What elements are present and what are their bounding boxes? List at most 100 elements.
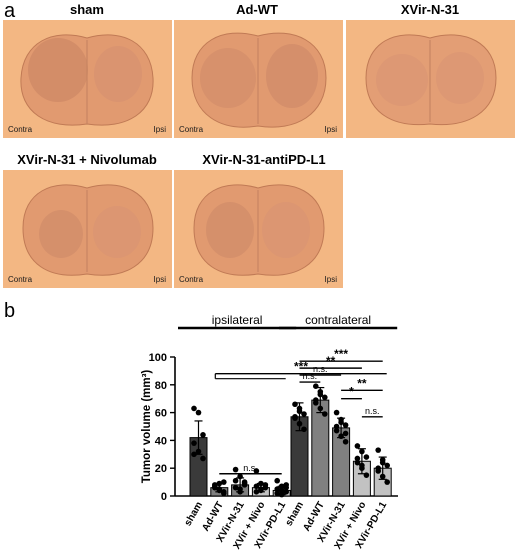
data-point	[232, 477, 239, 484]
data-point	[354, 455, 361, 462]
contra-label-2: Contra	[179, 125, 204, 134]
data-point	[274, 490, 281, 497]
significance-label: n.s.	[243, 463, 258, 473]
significance-label: ***	[334, 347, 348, 361]
significance-label: **	[326, 354, 336, 368]
data-point	[221, 489, 227, 495]
data-point	[278, 483, 285, 490]
data-point	[283, 484, 290, 491]
contra-label-1: Contra	[8, 125, 33, 134]
data-point	[200, 455, 206, 462]
y-tick-label: 0	[161, 491, 167, 503]
brain-slice-image-5: Contra Ipsi	[174, 170, 343, 288]
data-point	[191, 405, 197, 412]
brain-slice-svg-5	[174, 170, 343, 288]
y-tick-label: 80	[155, 380, 167, 392]
significance-label: *	[349, 385, 354, 399]
data-point	[274, 486, 281, 492]
data-point	[375, 465, 382, 471]
contra-label-4: Contra	[8, 275, 33, 284]
data-point	[221, 479, 227, 485]
data-point	[322, 411, 328, 417]
data-point	[216, 486, 223, 492]
slice-title-4: XVir-N-31 + Nivolumab	[17, 152, 157, 167]
y-tick-label: 100	[149, 352, 167, 364]
significance-label: **	[357, 376, 367, 390]
ipsi-label-4: Ipsi	[153, 275, 166, 284]
data-point	[253, 468, 260, 474]
data-point	[301, 411, 307, 417]
data-point	[342, 430, 349, 437]
data-point	[283, 489, 290, 495]
data-point	[359, 462, 365, 469]
data-point	[237, 486, 243, 492]
data-point	[301, 426, 307, 433]
data-point	[384, 462, 391, 469]
data-point	[317, 405, 324, 412]
data-point	[375, 447, 382, 453]
y-tick-label: 40	[155, 435, 167, 447]
tumor-volume-chart: 0 20 40 60 80 100 Tumor volume (mm³) ipsilatera…	[141, 313, 398, 550]
data-point	[354, 459, 361, 466]
data-point	[253, 489, 260, 495]
data-point	[195, 448, 202, 455]
data-point	[333, 423, 340, 430]
data-point	[384, 479, 391, 485]
data-point	[313, 397, 319, 403]
brain-slice-svg-3	[346, 20, 515, 138]
group-label: contralateral	[305, 313, 371, 327]
data-point	[333, 427, 340, 434]
slice-title-1: sham	[70, 2, 104, 17]
ipsi-label-5: Ipsi	[324, 275, 337, 284]
contra-label-5: Contra	[179, 275, 204, 284]
data-point	[237, 473, 243, 480]
brain-slice-image-3	[346, 20, 515, 138]
data-point	[342, 438, 349, 445]
significance-label: n.s.	[365, 406, 380, 416]
data-point	[258, 480, 264, 487]
data-point	[379, 459, 386, 466]
data-point	[296, 408, 303, 415]
data-point	[191, 440, 197, 446]
brain-slice-svg-2	[174, 20, 343, 138]
data-point	[333, 409, 340, 416]
significance-label: n.s.	[303, 371, 318, 381]
data-point	[200, 432, 206, 438]
data-point	[342, 422, 349, 428]
group-label: ipsilateral	[212, 313, 263, 327]
data-point	[216, 480, 223, 487]
slice-title-3: XVir-N-31	[400, 2, 460, 17]
brain-slice-image-4: Contra Ipsi	[3, 170, 172, 288]
panel-b-letter: b	[4, 300, 16, 322]
data-point	[232, 484, 239, 491]
y-axis-label: Tumor volume (mm³)	[141, 370, 153, 484]
data-point	[363, 454, 370, 460]
y-tick-label: 20	[155, 463, 167, 475]
data-point	[359, 448, 365, 455]
data-point	[241, 479, 248, 485]
data-point	[292, 401, 298, 408]
brain-slice-svg-4	[3, 170, 172, 288]
significance-label: ***	[294, 360, 308, 374]
brain-slice-svg-1	[3, 20, 172, 138]
data-point	[296, 420, 303, 427]
data-point	[338, 419, 344, 426]
data-point	[274, 477, 281, 484]
data-point	[313, 383, 319, 389]
slice-title-2: Ad-WT	[236, 2, 278, 17]
data-point	[258, 486, 264, 492]
data-point	[317, 391, 324, 398]
data-point	[262, 482, 269, 488]
data-point	[212, 483, 218, 490]
data-point	[354, 443, 361, 449]
significance-label: n.s.	[313, 364, 328, 374]
data-point	[195, 409, 202, 416]
data-point	[191, 451, 197, 458]
panel-a-letter: a	[4, 0, 16, 22]
ipsi-label-1: Ipsi	[153, 125, 166, 134]
data-point	[292, 413, 298, 420]
brain-slice-image-1: Contra Ipsi	[3, 20, 172, 138]
data-point	[278, 487, 285, 494]
ipsi-label-2: Ipsi	[324, 125, 337, 134]
y-tick-label: 60	[155, 408, 167, 420]
